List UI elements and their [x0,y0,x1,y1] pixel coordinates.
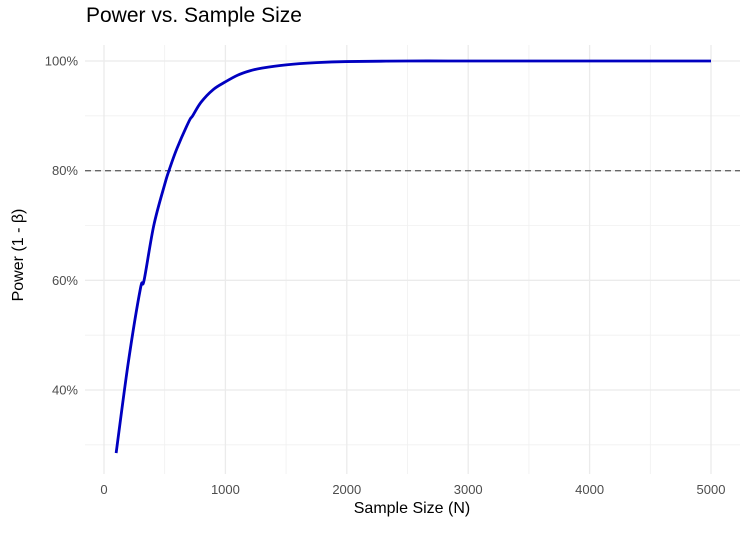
chart-title: Power vs. Sample Size [86,4,302,27]
x-tick-label: 3000 [454,482,483,497]
minor-gridlines [85,45,740,474]
x-tick-label: 2000 [332,482,361,497]
x-tick-label: 5000 [697,482,726,497]
y-tick-label: 100% [45,54,79,69]
y-tick-label: 60% [52,273,78,288]
y-tick-label: 40% [52,383,78,398]
x-axis-label: Sample Size (N) [353,500,471,517]
x-tick-label: 0 [100,482,107,497]
y-axis-ticks: 40% 60% 80% 100% [45,54,79,398]
x-axis-ticks: 0 1000 2000 3000 4000 5000 [100,482,725,497]
x-tick-label: 1000 [211,482,240,497]
power-curve [114,59,711,454]
x-tick-label: 4000 [575,482,604,497]
major-gridlines [85,45,740,474]
y-tick-label: 80% [52,163,78,178]
